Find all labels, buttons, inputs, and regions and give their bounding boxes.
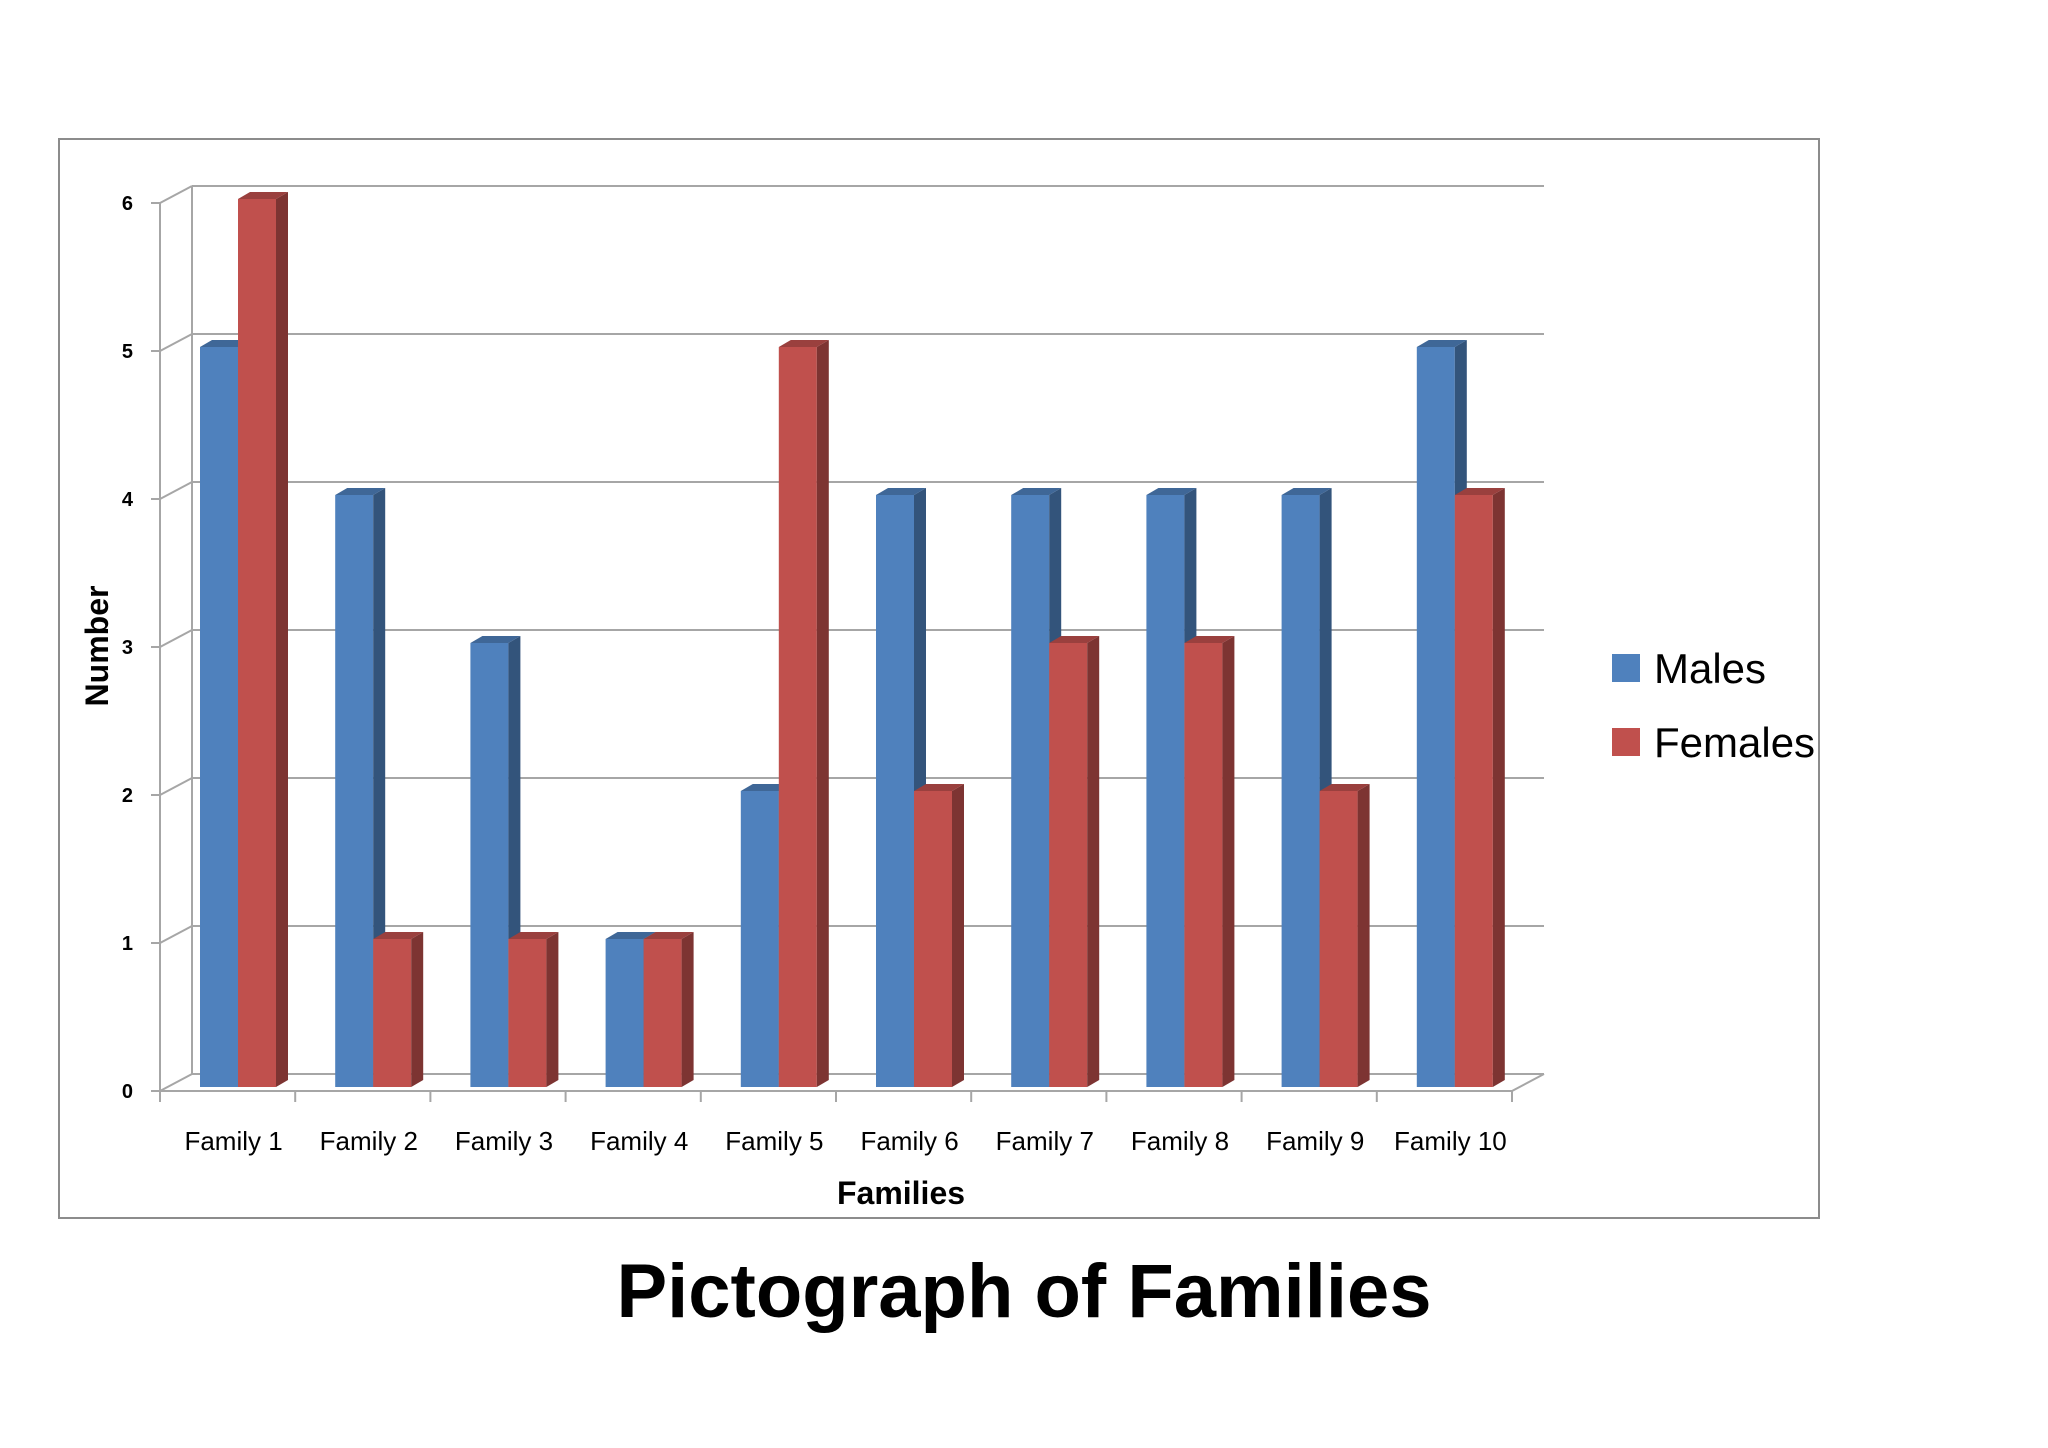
- x-tick-label: Family 5: [725, 1126, 823, 1156]
- bar-top: [1281, 488, 1332, 495]
- y-tick-label: 5: [122, 341, 133, 363]
- bar-females-6: [914, 784, 964, 1087]
- bar-top: [740, 784, 791, 791]
- bar-females-4: [643, 932, 694, 1087]
- bar-front: [335, 495, 374, 1087]
- bar-front: [1184, 643, 1223, 1087]
- y-tick-label: 4: [122, 489, 134, 511]
- gridline-wall: [159, 481, 193, 500]
- bar-front: [740, 791, 779, 1087]
- bar-side: [411, 932, 424, 1087]
- bar-top: [1319, 784, 1370, 791]
- bar-front: [1416, 347, 1455, 1087]
- bar-front: [876, 495, 914, 1087]
- bar-side: [681, 932, 694, 1087]
- bar-females-1: [238, 192, 288, 1087]
- page-title: Pictograph of Families: [616, 1249, 1432, 1334]
- legend-label-females: Females: [1654, 719, 1815, 766]
- bar-top: [1184, 636, 1235, 643]
- bar-front: [605, 939, 644, 1087]
- bar-front: [1319, 791, 1358, 1087]
- legend: Males Females: [1612, 645, 1815, 766]
- y-tick-label: 6: [122, 193, 133, 215]
- bar-front: [373, 939, 412, 1087]
- x-tick-label: Family 8: [1131, 1126, 1229, 1156]
- y-tick-label: 3: [122, 637, 133, 659]
- bar-females-9: [1319, 784, 1370, 1087]
- legend-swatch-males: [1612, 654, 1640, 682]
- bar-front: [1454, 495, 1493, 1087]
- gridline-wall: [159, 333, 193, 352]
- bar-side: [1492, 488, 1505, 1087]
- gridline-wall: [159, 185, 193, 204]
- gridline-wall: [159, 1073, 193, 1092]
- bar-top: [778, 340, 829, 347]
- bar-females-10: [1454, 488, 1505, 1087]
- legend-label-males: Males: [1654, 645, 1766, 692]
- y-tick-label: 2: [122, 785, 133, 807]
- bar-front: [1146, 495, 1185, 1087]
- x-axis-title: Families: [837, 1175, 965, 1211]
- bar-top: [876, 488, 926, 495]
- bar-females-5: [778, 340, 829, 1087]
- bar-side: [276, 192, 288, 1087]
- bar-top: [643, 932, 694, 939]
- bar-side: [816, 340, 829, 1087]
- bar-females-3: [508, 932, 559, 1087]
- bar-top: [508, 932, 559, 939]
- bar-females-2: [373, 932, 424, 1087]
- bar-females-7: [1049, 636, 1100, 1087]
- bar-front: [1281, 495, 1320, 1087]
- bar-top: [1011, 488, 1062, 495]
- bar-top: [335, 488, 386, 495]
- bar-front: [1011, 495, 1050, 1087]
- bar-front: [508, 939, 547, 1087]
- x-tick-label: Family 6: [860, 1126, 958, 1156]
- bar-side: [1222, 636, 1235, 1087]
- bar-top: [470, 636, 521, 643]
- x-tick-label: Family 10: [1394, 1126, 1507, 1156]
- bar-front: [778, 347, 817, 1087]
- x-tick-label: Family 4: [590, 1126, 688, 1156]
- gridline-wall: [159, 629, 193, 648]
- bar-top: [1049, 636, 1100, 643]
- bar-front: [200, 347, 238, 1087]
- x-tick-label: Family 1: [184, 1126, 282, 1156]
- axes: [151, 202, 1513, 1102]
- labels: 0 1 2 3 4 5 6 Family 1 Family 2 Family 3 Family 4 F…: [79, 193, 1507, 1211]
- gridline-wall: [159, 925, 193, 944]
- bars: [200, 192, 1505, 1087]
- bar-top: [1146, 488, 1197, 495]
- y-axis-title: Number: [79, 586, 115, 707]
- bar-top: [1454, 488, 1505, 495]
- bar-top: [1416, 340, 1467, 347]
- bar-side: [1357, 784, 1370, 1087]
- x-tick-label: Family 3: [455, 1126, 553, 1156]
- x-tick-label: Family 7: [996, 1126, 1094, 1156]
- bar-side: [546, 932, 559, 1087]
- bar-top: [373, 932, 424, 939]
- x-tick-label: Family 2: [320, 1126, 418, 1156]
- gridline-wall: [159, 777, 193, 796]
- bar-front: [1049, 643, 1088, 1087]
- bar-top: [605, 932, 656, 939]
- bar-top: [914, 784, 964, 791]
- bar-front: [470, 643, 509, 1087]
- legend-swatch-females: [1612, 728, 1640, 756]
- x-tick-label: Family 9: [1266, 1126, 1364, 1156]
- bar-top: [200, 340, 250, 347]
- floor-right-edge: [1511, 1073, 1545, 1092]
- bar-top: [238, 192, 288, 199]
- bar-front: [238, 199, 276, 1087]
- y-tick-label: 1: [122, 933, 133, 955]
- bar-side: [952, 784, 964, 1087]
- y-tick-label: 0: [122, 1081, 133, 1103]
- bar-front: [914, 791, 952, 1087]
- bar-females-8: [1184, 636, 1235, 1087]
- bar-side: [1087, 636, 1100, 1087]
- bar-front: [643, 939, 682, 1087]
